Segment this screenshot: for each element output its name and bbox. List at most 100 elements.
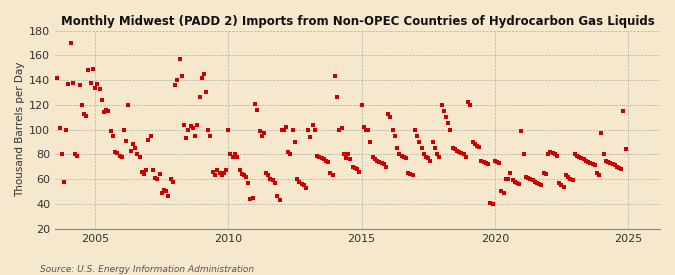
Point — [85, 80, 96, 85]
Point — [267, 178, 278, 183]
Point — [441, 115, 452, 119]
Point — [114, 153, 125, 158]
Point — [374, 160, 385, 164]
Point — [529, 179, 540, 184]
Point — [414, 140, 425, 144]
Point — [572, 153, 583, 158]
Point — [210, 173, 221, 178]
Point — [403, 171, 414, 175]
Point — [481, 161, 491, 165]
Point — [121, 139, 132, 143]
Point — [88, 67, 99, 71]
Point — [97, 98, 107, 102]
Point — [150, 176, 161, 180]
Point — [612, 164, 622, 169]
Point — [159, 188, 169, 192]
Point — [478, 160, 489, 164]
Point — [467, 140, 478, 144]
Point — [460, 155, 471, 159]
Point — [565, 177, 576, 181]
Point — [498, 191, 509, 195]
Point — [152, 177, 163, 181]
Point — [345, 157, 356, 161]
Point — [554, 181, 565, 185]
Point — [549, 152, 560, 156]
Point — [143, 137, 154, 142]
Point — [547, 151, 558, 155]
Point — [221, 168, 232, 173]
Point — [169, 83, 180, 87]
Point — [188, 126, 198, 131]
Point — [541, 172, 551, 176]
Point — [560, 173, 571, 178]
Point — [134, 155, 145, 159]
Point — [83, 68, 94, 72]
Point — [252, 108, 263, 112]
Point — [618, 109, 629, 113]
Point — [469, 142, 480, 147]
Point — [248, 196, 259, 200]
Point — [261, 171, 271, 175]
Point — [574, 155, 585, 159]
Point — [580, 158, 591, 163]
Point — [458, 152, 469, 156]
Point — [334, 127, 345, 132]
Point — [198, 72, 209, 76]
Point — [505, 171, 516, 175]
Point — [358, 125, 369, 129]
Point — [494, 161, 505, 165]
Point — [425, 158, 436, 163]
Point — [63, 82, 74, 86]
Point — [360, 127, 371, 132]
Point — [356, 103, 367, 107]
Point — [598, 152, 609, 156]
Point — [219, 171, 230, 175]
Point — [241, 174, 252, 179]
Point — [294, 179, 305, 184]
Point — [292, 177, 302, 181]
Point — [123, 103, 134, 107]
Point — [99, 110, 109, 114]
Point — [518, 152, 529, 156]
Point — [520, 174, 531, 179]
Point — [501, 177, 512, 181]
Point — [587, 162, 598, 166]
Point — [331, 95, 342, 100]
Point — [232, 155, 242, 159]
Point — [323, 160, 333, 164]
Point — [256, 134, 267, 138]
Point — [165, 177, 176, 181]
Point — [225, 152, 236, 156]
Point — [254, 129, 265, 133]
Point — [167, 179, 178, 184]
Point — [401, 156, 412, 160]
Point — [307, 122, 318, 127]
Point — [148, 168, 159, 173]
Point — [543, 152, 554, 156]
Point — [329, 74, 340, 79]
Point — [81, 114, 92, 118]
Point — [538, 171, 549, 175]
Point — [583, 160, 593, 164]
Point — [107, 134, 118, 138]
Point — [503, 177, 514, 181]
Point — [250, 101, 261, 106]
Point — [601, 158, 612, 163]
Point — [130, 146, 140, 150]
Point — [387, 127, 398, 132]
Point — [54, 126, 65, 131]
Point — [207, 169, 218, 174]
Text: Source: U.S. Energy Information Administration: Source: U.S. Energy Information Administ… — [40, 265, 254, 274]
Point — [392, 146, 402, 150]
Point — [174, 57, 185, 61]
Point — [383, 111, 394, 116]
Point — [567, 178, 578, 183]
Point — [272, 194, 283, 199]
Point — [472, 144, 483, 148]
Point — [296, 182, 307, 186]
Point — [514, 182, 524, 186]
Point — [154, 172, 165, 176]
Point — [201, 90, 212, 95]
Point — [354, 169, 365, 174]
Point — [551, 153, 562, 158]
